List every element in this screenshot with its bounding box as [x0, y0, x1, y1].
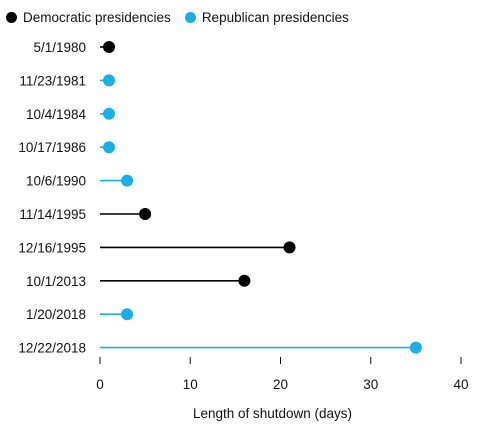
- lollipop-point: [103, 141, 116, 154]
- x-axis: 0 10 20 30 40: [96, 357, 469, 392]
- lollipop-point: [409, 341, 422, 354]
- y-tick-label: 12/16/1995: [18, 240, 86, 255]
- y-tick-label: 11/23/1981: [19, 73, 86, 88]
- x-tick-label: 0: [96, 377, 104, 392]
- y-tick-label: 10/6/1990: [26, 174, 86, 189]
- legend-label-republican: Republican presidencies: [201, 9, 349, 25]
- y-tick-label: 11/14/1995: [19, 207, 86, 222]
- x-tick-label: 30: [363, 377, 378, 392]
- x-tick-label: 40: [453, 377, 468, 392]
- legend: Democratic presidencies Republican presi…: [6, 6, 363, 28]
- y-tick-label: 10/17/1986: [18, 140, 86, 155]
- lollipop-point: [121, 174, 134, 187]
- lollipop-point: [139, 208, 152, 220]
- legend-item-republican: Republican presidencies: [184, 9, 349, 25]
- x-tick-label: 20: [273, 377, 288, 392]
- chart-rows: 5/1/1980 11/23/1981 10/4/1984 10/17/1986 10/…: [18, 40, 422, 356]
- lollipop-point: [238, 274, 251, 287]
- lollipop-point: [103, 41, 116, 53]
- y-tick-label: 10/4/1984: [26, 107, 87, 122]
- x-axis-title: Length of shutdown (days): [193, 406, 352, 421]
- y-tick-label: 10/1/2013: [26, 274, 86, 289]
- x-tick-label: 10: [183, 377, 198, 392]
- lollipop-point: [103, 74, 116, 87]
- legend-label-democratic: Democratic presidencies: [23, 9, 171, 25]
- legend-dot-democratic: [6, 11, 17, 23]
- y-tick-label: 12/22/2018: [18, 341, 86, 356]
- lollipop-point: [121, 308, 134, 321]
- y-tick-label: 1/20/2018: [26, 307, 86, 322]
- legend-item-democratic: Democratic presidencies: [6, 10, 171, 25]
- lollipop-point: [283, 241, 296, 254]
- y-tick-label: 5/1/1980: [33, 40, 86, 55]
- lollipop-point: [103, 107, 116, 120]
- legend-dot-republican: [184, 11, 196, 23]
